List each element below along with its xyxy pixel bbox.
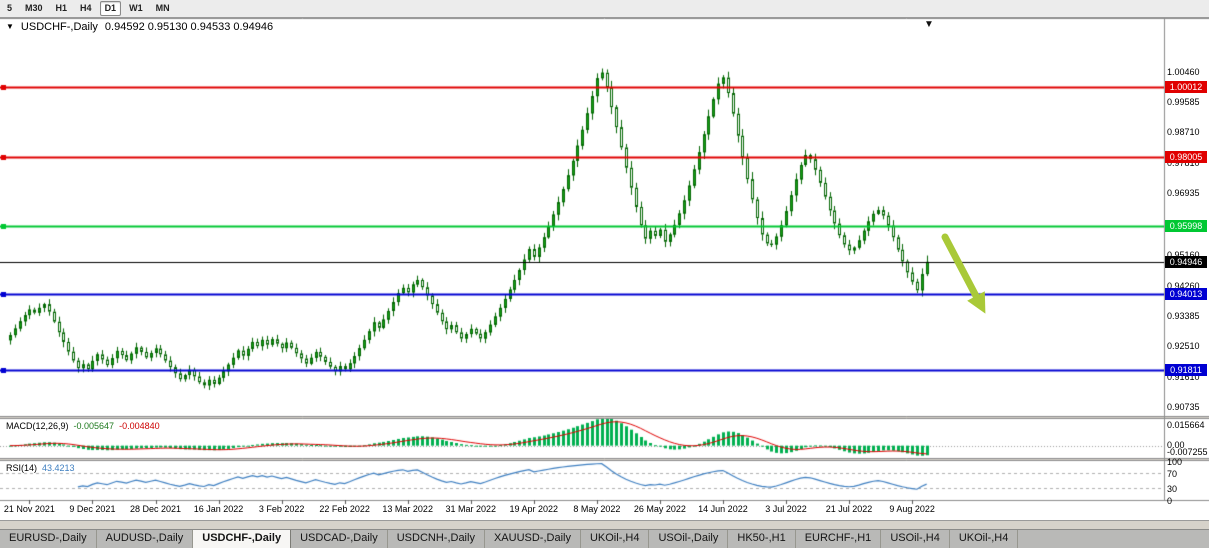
timeframe-button-m30[interactable]: M30 <box>25 3 43 13</box>
timeframe-toolbar: 5 M30 H1 H4 D1 W1 MN <box>0 0 1209 18</box>
bottom-tab-11[interactable]: UKOil-,H4 <box>950 530 1019 548</box>
bottom-tab-10[interactable]: USOil-,H4 <box>881 530 950 548</box>
status-gap <box>0 520 1209 529</box>
bottom-tab-7[interactable]: USOil-,Daily <box>649 530 729 548</box>
bottom-tab-9[interactable]: EURCHF-,H1 <box>796 530 882 548</box>
bottom-tab-8[interactable]: HK50-,H1 <box>728 530 796 548</box>
timeframe-button-h1[interactable]: H1 <box>55 3 68 13</box>
timeframe-button-5[interactable]: 5 <box>7 3 13 13</box>
bottom-tab-6[interactable]: UKOil-,H4 <box>581 530 650 548</box>
bottom-tab-1[interactable]: AUDUSD-,Daily <box>97 530 194 548</box>
timeframe-button-w1[interactable]: W1 <box>129 3 143 13</box>
bottom-tab-4[interactable]: USDCNH-,Daily <box>388 530 485 548</box>
chart-tab-bar: EURUSD-,Daily AUDUSD-,Daily USDCHF-,Daily U… <box>0 529 1209 548</box>
bottom-tab-3[interactable]: USDCAD-,Daily <box>291 530 388 548</box>
bottom-tab-2[interactable]: USDCHF-,Daily <box>193 530 292 548</box>
bottom-tab-0[interactable]: EURUSD-,Daily <box>0 530 97 548</box>
bottom-tab-5[interactable]: XAUUSD-,Daily <box>485 530 581 548</box>
timeframe-button-d1[interactable]: D1 <box>99 1 122 16</box>
timeframe-button-h4[interactable]: H4 <box>80 3 92 13</box>
timeframe-button-mn[interactable]: MN <box>155 3 170 13</box>
price-chart-canvas[interactable] <box>0 18 1209 520</box>
